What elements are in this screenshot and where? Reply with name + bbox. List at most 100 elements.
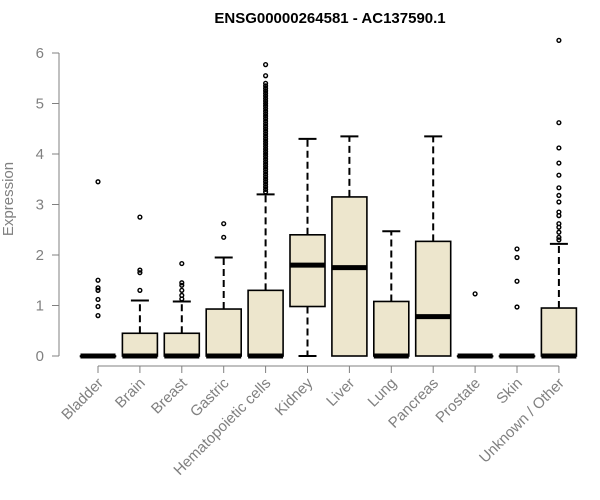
x-tick-label: Lung [365, 375, 401, 411]
outlier-point [179, 296, 185, 302]
outlier-point [263, 153, 269, 160]
outlier-point [263, 80, 269, 86]
outlier-point [263, 108, 269, 114]
outlier-point [556, 120, 562, 126]
outlier-point [263, 143, 269, 150]
outlier-point [556, 199, 562, 205]
outlier-point [263, 95, 269, 102]
outlier-point [263, 113, 269, 119]
y-tick-label: 6 [36, 45, 44, 62]
x-tick-label: Brain [112, 375, 149, 412]
outlier-point [263, 181, 269, 187]
outlier-point [263, 88, 269, 94]
outlier-point [263, 73, 269, 79]
box-kidney [289, 137, 326, 357]
outlier-point [263, 133, 269, 139]
outlier-point [263, 98, 269, 104]
y-axis-label: Expression [0, 162, 17, 236]
outlier-point [263, 131, 269, 137]
outlier-point [95, 296, 101, 303]
outlier-point [179, 260, 185, 267]
outlier-point [556, 172, 562, 178]
y-tick-label: 2 [36, 247, 44, 264]
outlier-point [263, 100, 269, 107]
outlier-point [556, 185, 562, 191]
x-tick-label: Breast [148, 374, 191, 417]
outlier-point [95, 303, 101, 310]
outlier-point [263, 103, 269, 109]
outlier-point [137, 270, 143, 276]
iqr-box [331, 196, 368, 357]
outlier-point [263, 186, 269, 192]
outlier-point [514, 278, 520, 284]
outlier-point [263, 151, 269, 157]
outlier-point [556, 213, 562, 219]
box-brain [121, 214, 159, 359]
box-unknown-other [540, 37, 578, 359]
y-tick-label: 4 [36, 146, 44, 163]
outlier-point [263, 126, 269, 132]
iqr-box [163, 332, 201, 357]
outlier-point [556, 234, 562, 240]
outlier-point [263, 174, 269, 180]
box-lung [372, 230, 410, 359]
outlier-point [221, 234, 227, 240]
outlier-point [263, 189, 269, 195]
outlier-point [263, 146, 269, 152]
outlier-point [263, 176, 269, 182]
outlier-point [263, 93, 269, 99]
outlier-point [263, 85, 269, 91]
outlier-point [556, 37, 562, 43]
outlier-point [137, 214, 143, 220]
outlier-point [263, 105, 269, 112]
outlier-point [263, 116, 269, 122]
outlier-point [221, 221, 227, 227]
iqr-box [247, 289, 284, 357]
outlier-point [263, 123, 269, 129]
iqr-box [372, 300, 410, 357]
iqr-box [121, 332, 159, 357]
outlier-point [263, 166, 269, 172]
outlier-point [263, 179, 269, 185]
y-tick-label: 1 [36, 298, 44, 315]
outlier-point [179, 287, 185, 293]
outlier-point [95, 287, 101, 293]
outlier-point [556, 224, 562, 230]
iqr-box [205, 308, 242, 357]
y-tick-label: 3 [36, 197, 44, 214]
outlier-point [556, 192, 562, 199]
y-tick-label: 5 [36, 96, 44, 113]
boxes [79, 37, 578, 359]
axes: 0 1 2 3 4 5 6 [36, 45, 560, 373]
box-liver [331, 135, 368, 357]
x-tick-label: Prostate [432, 375, 484, 427]
outlier-point [263, 184, 269, 190]
iqr-box [289, 234, 326, 308]
box-pancreas [414, 135, 452, 357]
outlier-point [263, 141, 269, 147]
outlier-point [514, 254, 520, 261]
x-tick-label: Liver [323, 375, 358, 410]
outlier-point [263, 90, 269, 96]
outlier-point [95, 313, 101, 319]
outlier-point [179, 280, 185, 286]
box-bladder [79, 179, 117, 359]
outlier-point [556, 160, 562, 166]
outlier-point [263, 138, 269, 144]
outlier-point [95, 285, 101, 291]
box-skin [498, 246, 536, 359]
outlier-point [263, 62, 269, 68]
outlier-point [263, 83, 269, 89]
outlier-point [472, 291, 478, 297]
outlier-point [263, 164, 269, 170]
outlier-point [556, 237, 562, 243]
box-breast [163, 260, 201, 359]
box-hematopoietic-cells [247, 62, 284, 359]
iqr-box [414, 240, 452, 357]
outlier-point [514, 246, 520, 252]
outlier-point [263, 148, 269, 155]
outlier-point [263, 158, 269, 165]
outlier-point [137, 267, 143, 273]
